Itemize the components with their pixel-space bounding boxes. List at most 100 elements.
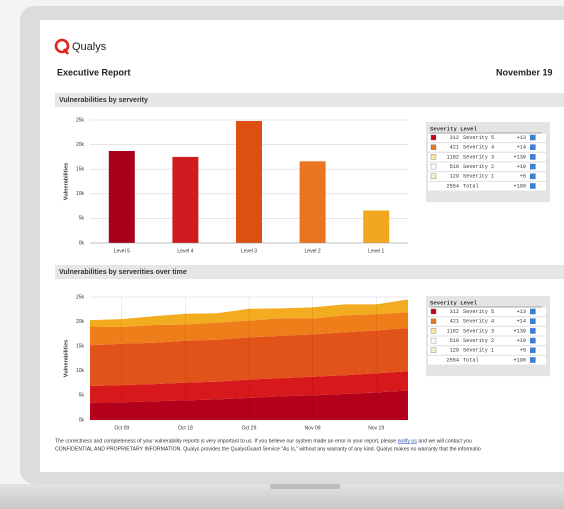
- legend-name: Severity 4: [463, 319, 494, 325]
- x-tick-label: Level 2: [305, 248, 321, 254]
- legend-info-icon[interactable]: [530, 134, 536, 141]
- legend-change: +13: [517, 309, 526, 315]
- y-axis-label: Vulnerabilities: [63, 340, 69, 377]
- legend-count: 312: [450, 309, 459, 315]
- legend-info-icon[interactable]: [530, 154, 536, 160]
- footer-text: The correctness and completeness of your…: [55, 438, 396, 444]
- legend-info-icon[interactable]: [530, 357, 536, 363]
- y-tick-label: 15k: [76, 344, 85, 350]
- legend-row: [428, 182, 546, 191]
- x-tick-label: Level 4: [177, 248, 193, 254]
- x-tick-label: Level 1: [368, 248, 384, 254]
- legend-info-icon[interactable]: [530, 163, 536, 170]
- legend-name: Severity 5: [463, 309, 494, 315]
- legend-info-icon[interactable]: [530, 337, 536, 344]
- legend-count: 421: [450, 319, 459, 325]
- legend-swatch: [430, 173, 437, 180]
- footer-text: and we will contact you: [418, 438, 471, 444]
- area: [90, 371, 408, 403]
- legend-change: +14: [517, 319, 526, 325]
- legend-count: 312: [450, 135, 459, 141]
- area: [90, 390, 408, 420]
- section-title: Vulnerabilities by serverity: [59, 97, 148, 104]
- legend-count: 1182: [447, 328, 459, 334]
- report-title: Executive Report: [57, 67, 131, 77]
- legend-name: Severity 1: [463, 348, 494, 354]
- footer-link[interactable]: notify us: [398, 438, 418, 444]
- legend-title: Severity Level: [430, 299, 478, 306]
- area: [90, 299, 408, 328]
- legend-change: +139: [514, 154, 526, 160]
- logo-text: Qualys: [72, 41, 107, 53]
- logo: Qualys: [54, 38, 107, 55]
- x-tick-label: Oct 09: [114, 425, 129, 431]
- report-date: November 19: [496, 67, 553, 77]
- y-tick-label: 20k: [76, 142, 85, 148]
- legend-count: 129: [450, 348, 459, 354]
- legend-row: [428, 326, 546, 336]
- legend-row: [428, 336, 546, 346]
- footer: The correctness and completeness of your…: [55, 438, 481, 452]
- x-tick-label: Nov 09: [305, 425, 321, 431]
- legend-name: Severity 5: [463, 135, 494, 141]
- y-tick-label: 10k: [76, 368, 85, 374]
- legend-swatch: [430, 347, 437, 353]
- logo-mark-tail: [62, 48, 70, 55]
- legend-change: +13: [517, 135, 526, 141]
- legend-change: +5: [520, 348, 526, 354]
- legend-name: Severity 2: [463, 338, 494, 344]
- legend-row: [428, 356, 546, 365]
- y-tick-label: 5k: [79, 216, 85, 222]
- legend-swatch: [430, 144, 437, 150]
- legend-row: [428, 162, 546, 172]
- x-tick-label: Oct 18: [178, 425, 193, 431]
- legend-title: Severity Level: [430, 125, 478, 132]
- legend-row: [428, 143, 546, 152]
- y-tick-label: 15k: [76, 167, 85, 173]
- y-tick-label: 5k: [79, 393, 85, 399]
- legend-info-icon[interactable]: [530, 308, 536, 315]
- legend-row: [428, 346, 546, 355]
- y-axis-label: Vulnerabilities: [63, 163, 69, 200]
- y-tick-label: 20k: [76, 319, 85, 325]
- legend-count: 421: [450, 145, 459, 151]
- section-header: [55, 93, 564, 107]
- bar: [108, 150, 135, 243]
- logo-mark: [54, 38, 70, 54]
- footer-text: CONFIDENTIAL AND PROPRIETARY INFORMATION…: [55, 446, 481, 452]
- bar: [236, 120, 262, 243]
- legend-change: +190: [514, 183, 526, 189]
- y-tick-label: 25k: [76, 117, 85, 123]
- legend-info-icon[interactable]: [530, 183, 536, 189]
- bar: [172, 156, 199, 243]
- legend-row: [428, 133, 546, 142]
- legend-count: 1182: [447, 154, 459, 160]
- legend-change: +190: [514, 357, 526, 363]
- section-title: Vulnerabilities by serverities over time: [59, 269, 187, 276]
- x-tick-label: Nov 19: [368, 425, 384, 431]
- legend-swatch: [430, 154, 437, 160]
- y-tick-label: 10k: [76, 191, 85, 197]
- legend-info-icon[interactable]: [530, 318, 536, 324]
- legend-info-icon[interactable]: [530, 173, 536, 180]
- legend-row: [428, 152, 546, 162]
- legend-info-icon[interactable]: [530, 144, 536, 150]
- legend-name: Severity 3: [463, 154, 494, 160]
- legend-row: [428, 307, 546, 316]
- legend-info-icon[interactable]: [530, 347, 536, 354]
- legend-name: Severity 3: [463, 328, 494, 334]
- legend-name: Severity 2: [463, 164, 494, 170]
- legend-count: 2554: [447, 357, 459, 363]
- legend-row: [428, 172, 546, 181]
- legend-swatch: [430, 328, 437, 334]
- area: [90, 327, 408, 387]
- legend-change: +5: [520, 174, 526, 180]
- bar: [299, 161, 326, 243]
- legend-swatch: [430, 337, 437, 344]
- legend-row: [428, 317, 546, 326]
- area: [90, 312, 408, 346]
- legend-info-icon[interactable]: [530, 328, 536, 334]
- legend-count: 510: [450, 338, 459, 344]
- section-header: [55, 265, 564, 279]
